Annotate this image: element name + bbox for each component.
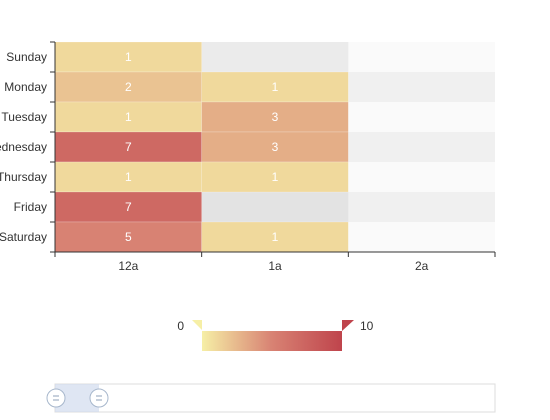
x-axis-label: 2a xyxy=(415,259,429,273)
data-zoom-track[interactable] xyxy=(54,383,496,413)
split-area-band xyxy=(348,102,495,132)
slider-handle-icon[interactable] xyxy=(46,388,66,408)
visual-map-bar[interactable] xyxy=(202,331,342,351)
cell-value-label: 2 xyxy=(125,80,132,94)
split-area-band xyxy=(201,42,349,72)
y-axis-label: Thursday xyxy=(0,170,47,184)
heatmap-cell[interactable] xyxy=(54,191,202,223)
x-axis-label: 1a xyxy=(268,259,282,273)
split-area-band xyxy=(348,72,495,102)
heatmap-cell[interactable] xyxy=(54,131,202,163)
visual-map[interactable]: 0 10 xyxy=(177,319,374,351)
y-axis-label: Wednesday xyxy=(0,140,47,154)
cell-value-label: 3 xyxy=(272,110,279,124)
cell-value-label: 1 xyxy=(125,170,132,184)
visual-map-min-label: 0 xyxy=(177,319,184,333)
heatmap-cells: 1 2 1 7 1 7 5 1 3 3 1 1 xyxy=(54,41,349,253)
heatmap-cell[interactable] xyxy=(54,41,202,73)
visual-map-high-handle[interactable] xyxy=(342,320,354,331)
cell-value-label: 5 xyxy=(125,230,132,244)
y-axis-label: Tuesday xyxy=(1,110,47,124)
heatmap-cell[interactable] xyxy=(201,221,349,253)
x-axis-label: 12a xyxy=(118,259,138,273)
split-area-band xyxy=(348,162,495,192)
heatmap-cell[interactable] xyxy=(54,101,202,133)
split-area-band xyxy=(348,192,495,222)
y-axis-label: Saturday xyxy=(0,230,47,244)
split-area-band xyxy=(348,42,495,72)
cell-value-label: 1 xyxy=(125,50,132,64)
visual-map-max-label: 10 xyxy=(360,319,374,333)
heatmap-cell[interactable] xyxy=(201,131,349,163)
y-axis-label: Friday xyxy=(14,200,47,214)
split-area-band xyxy=(201,192,349,222)
y-axis-label: Monday xyxy=(4,80,47,94)
heatmap-cell[interactable] xyxy=(201,161,349,193)
cell-value-label: 1 xyxy=(272,230,279,244)
data-zoom-slider[interactable] xyxy=(46,383,496,413)
split-area-band xyxy=(348,222,495,252)
visual-map-low-handle[interactable] xyxy=(192,320,202,330)
heatmap-cell[interactable] xyxy=(201,101,349,133)
x-axis: 12a 1a 2a xyxy=(54,251,496,273)
cell-value-label: 1 xyxy=(125,110,132,124)
cell-value-label: 7 xyxy=(125,200,132,214)
cell-value-label: 3 xyxy=(272,140,279,154)
y-axis: Sunday Monday Tuesday Wednesday Thursday Frid… xyxy=(0,41,56,253)
y-axis-label: Sunday xyxy=(6,50,47,64)
slider-handle-icon[interactable] xyxy=(89,388,109,408)
cell-value-label: 1 xyxy=(272,80,279,94)
heatmap-cell[interactable] xyxy=(201,71,349,103)
split-area-band xyxy=(348,132,495,162)
cell-value-label: 1 xyxy=(272,170,279,184)
heatmap-cell[interactable] xyxy=(54,161,202,193)
cell-value-label: 7 xyxy=(125,140,132,154)
